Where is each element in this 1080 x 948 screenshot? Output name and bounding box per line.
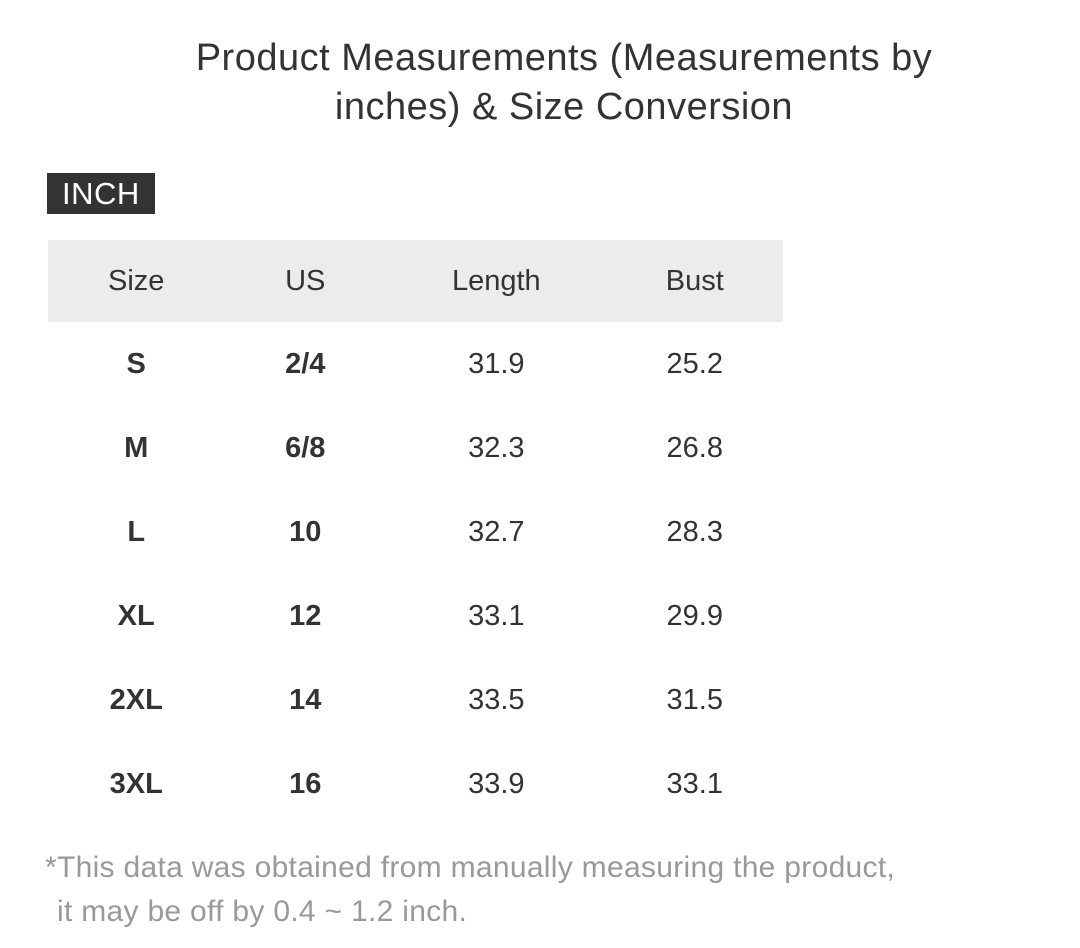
cell-bust: 31.5: [666, 683, 723, 716]
cell-bust: 26.8: [666, 431, 723, 464]
table-row-s: S 2/4 31.9 25.2: [48, 322, 783, 406]
page-title: Product Measurements (Measurements by in…: [195, 37, 933, 128]
column-header-length: Length: [451, 264, 541, 297]
table-row-l: L 10 32.7 28.3: [48, 490, 783, 574]
measurement-disclaimer: *This data was obtained from manually me…: [45, 846, 895, 934]
column-header-us: US: [285, 264, 326, 297]
table-row-m: M 6/8 32.3 26.8: [48, 406, 783, 490]
cell-us: 2/4: [285, 347, 326, 380]
cell-bust: 28.3: [666, 515, 723, 548]
disclaimer-line-2: it may be off by 0.4 ~ 1.2 inch.: [57, 895, 468, 928]
cell-length: 32.3: [468, 431, 525, 464]
cell-size: M: [124, 431, 149, 464]
column-header-bust: Bust: [665, 264, 724, 297]
cell-size: L: [127, 515, 146, 548]
table-row-xl: XL 12 33.1 29.9: [48, 574, 783, 658]
table-row-3xl: 3XL 16 33.9 33.1: [48, 742, 783, 826]
cell-us: 10: [289, 515, 322, 548]
cell-size: S: [126, 347, 146, 380]
cell-length: 32.7: [468, 515, 525, 548]
disclaimer-line-1: *This data was obtained from manually me…: [45, 851, 896, 884]
cell-length: 33.9: [468, 767, 525, 800]
cell-length: 31.9: [468, 347, 525, 380]
cell-bust: 33.1: [666, 767, 723, 800]
cell-size: 3XL: [109, 767, 163, 800]
cell-length: 33.5: [468, 683, 525, 716]
cell-us: 12: [289, 599, 322, 632]
cell-bust: 29.9: [666, 599, 723, 632]
cell-size: 2XL: [109, 683, 163, 716]
cell-us: 16: [289, 767, 322, 800]
table-header-row: Size US Length Bust: [48, 240, 783, 322]
measurements-table: Size US Length Bust S 2/4 31.9 25.2 M 6/…: [48, 240, 783, 826]
cell-size: XL: [117, 599, 155, 632]
unit-badge-inch: INCH: [47, 173, 155, 214]
table-row-2xl: 2XL 14 33.5 31.5: [48, 658, 783, 742]
cell-us: 14: [289, 683, 322, 716]
cell-bust: 25.2: [666, 347, 723, 380]
cell-us: 6/8: [285, 431, 326, 464]
column-header-size: Size: [107, 264, 165, 297]
cell-length: 33.1: [468, 599, 525, 632]
